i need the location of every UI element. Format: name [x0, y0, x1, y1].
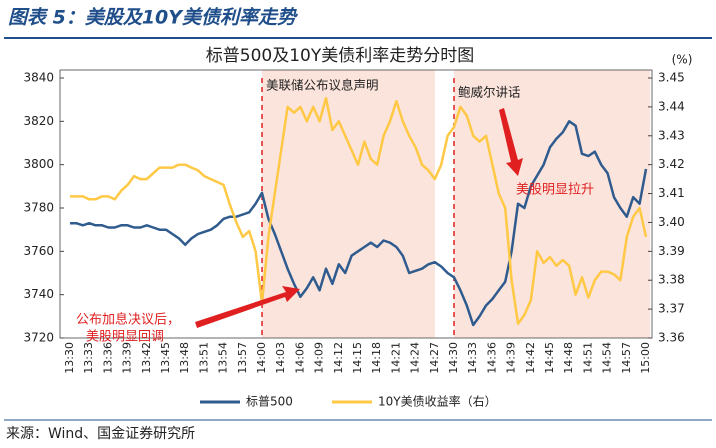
y2-tick-label: 3.39 [658, 244, 685, 258]
x-tick-label: 14:45 [543, 342, 556, 374]
y2-tick-label: 3.40 [658, 215, 685, 229]
y-tick-label: 3720 [23, 331, 54, 345]
y2-unit: (%) [672, 53, 693, 67]
y-tick-label: 3780 [23, 201, 54, 215]
legend-label: 标普500 [246, 395, 293, 409]
x-tick-label: 14:33 [466, 342, 479, 374]
x-tick-label: 14:21 [389, 342, 402, 374]
chart-title: 标普500及10Y美债利率走势分时图 [206, 46, 474, 66]
y2-tick-label: 3.44 [658, 99, 685, 113]
x-tick-label: 13:36 [101, 342, 114, 374]
arrow [499, 108, 523, 176]
x-tick-label: 13:54 [217, 342, 230, 374]
y2-tick-label: 3.38 [658, 273, 685, 287]
x-tick-label: 13:39 [121, 342, 134, 374]
series-line [70, 120, 648, 327]
y2-tick-label: 3.36 [658, 331, 685, 345]
x-tick-label: 14:30 [447, 342, 460, 374]
x-tick-label: 14:27 [428, 342, 441, 374]
annotation: 公布加息决议后， [76, 312, 180, 328]
shade [454, 70, 650, 338]
x-tick-label: 14:48 [562, 342, 575, 374]
series-line [70, 96, 648, 325]
x-tick-label: 14:00 [255, 342, 268, 374]
x-tick-label: 14:06 [293, 342, 306, 374]
annotation: 鲍威尔讲话 [458, 85, 521, 100]
x-tick-label: 14:12 [332, 342, 345, 374]
x-tick-label: 14:24 [409, 342, 422, 374]
x-tick-label: 14:36 [485, 342, 498, 374]
x-tick-label: 13:42 [140, 342, 153, 374]
header-title: 图表 5：美股及10Y美债利率走势 [8, 7, 299, 29]
y2-tick-label: 3.43 [658, 128, 685, 142]
annotation: 美联储公布议息声明 [266, 78, 379, 93]
x-tick-label: 14:15 [351, 342, 364, 374]
y-tick-label: 3820 [23, 114, 54, 128]
y2-tick-label: 3.45 [658, 71, 685, 85]
x-tick-label: 14:09 [313, 342, 326, 374]
y-tick-label: 3760 [23, 244, 54, 258]
footer-source: 来源：Wind、国金证券研究所 [6, 426, 195, 442]
y2-tick-label: 3.37 [658, 302, 685, 316]
x-tick-label: 13:51 [197, 342, 210, 374]
x-tick-label: 13:30 [63, 342, 76, 374]
x-tick-label: 13:57 [236, 342, 249, 374]
y-tick-label: 3840 [23, 71, 54, 85]
x-tick-label: 13:48 [178, 342, 191, 374]
x-tick-label: 14:57 [620, 342, 633, 374]
plot: 3720 3740 3760 3780 3800 3820 3840 3.36 3.37 3.38… [23, 71, 684, 374]
legend-label: 10Y美债收益率（右） [378, 394, 497, 409]
x-tick-label: 14:51 [581, 342, 594, 374]
x-tick-label: 13:45 [159, 342, 172, 374]
plot-frame [59, 69, 653, 339]
annotation: 美股明显拉升 [516, 183, 594, 198]
y2-tick-label: 3.42 [658, 157, 685, 171]
x-tick-label: 14:54 [601, 342, 614, 374]
arrow [195, 286, 300, 328]
x-tick-label: 15:00 [639, 342, 652, 374]
x-tick-label: 13:33 [82, 342, 95, 374]
y-tick-label: 3800 [23, 157, 54, 171]
annotation: 美股明显回调 [86, 330, 164, 345]
x-tick-label: 14:03 [274, 342, 287, 374]
y2-tick-label: 3.41 [658, 186, 685, 200]
y-tick-label: 3740 [23, 287, 54, 301]
x-tick-label: 14:18 [370, 342, 383, 374]
x-tick-label: 14:42 [524, 342, 537, 374]
x-tick-label: 14:39 [505, 342, 518, 374]
